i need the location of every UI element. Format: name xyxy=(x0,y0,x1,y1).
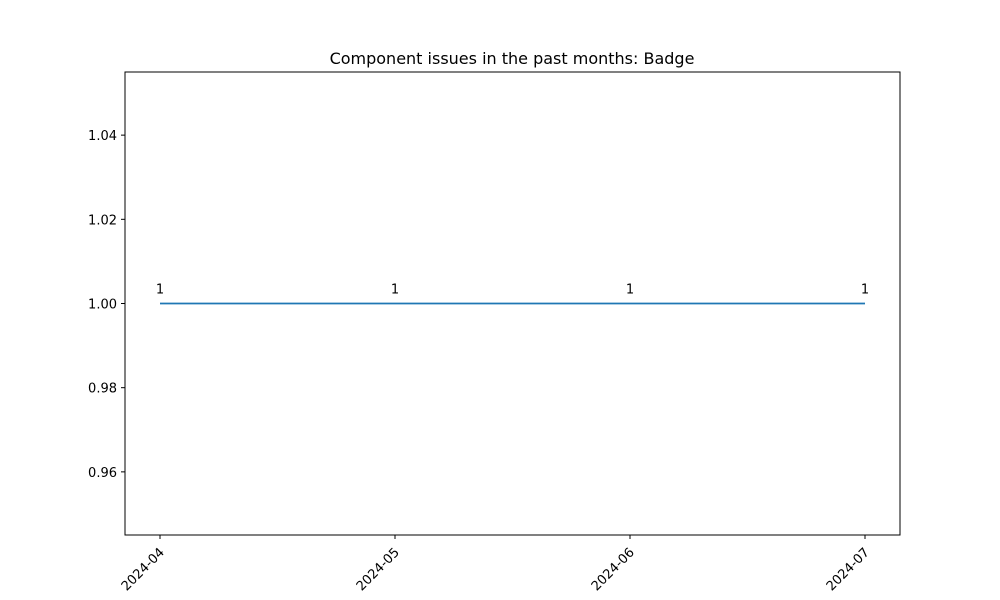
y-tick-label: 0.96 xyxy=(88,466,117,481)
x-tick-label: 2024-05 xyxy=(354,545,403,594)
data-label: 1 xyxy=(861,283,869,298)
y-tick-label: 1.02 xyxy=(88,213,117,228)
data-label: 1 xyxy=(156,283,164,298)
x-tick-label: 2024-04 xyxy=(119,545,168,594)
y-tick-label: 1.04 xyxy=(88,129,117,144)
y-axis: 0.96 0.98 1.00 1.02 1.04 xyxy=(88,129,125,481)
data-label: 1 xyxy=(391,283,399,298)
x-tick-label: 2024-06 xyxy=(589,545,638,594)
data-labels: 1 1 1 1 xyxy=(156,283,869,298)
data-label: 1 xyxy=(626,283,634,298)
chart-title: Component issues in the past months: Bad… xyxy=(330,49,695,68)
y-tick-label: 0.98 xyxy=(88,382,117,397)
x-axis: 2024-04 2024-05 2024-06 2024-07 xyxy=(119,535,873,594)
y-tick-label: 1.00 xyxy=(88,298,117,313)
x-tick-label: 2024-07 xyxy=(824,545,873,594)
